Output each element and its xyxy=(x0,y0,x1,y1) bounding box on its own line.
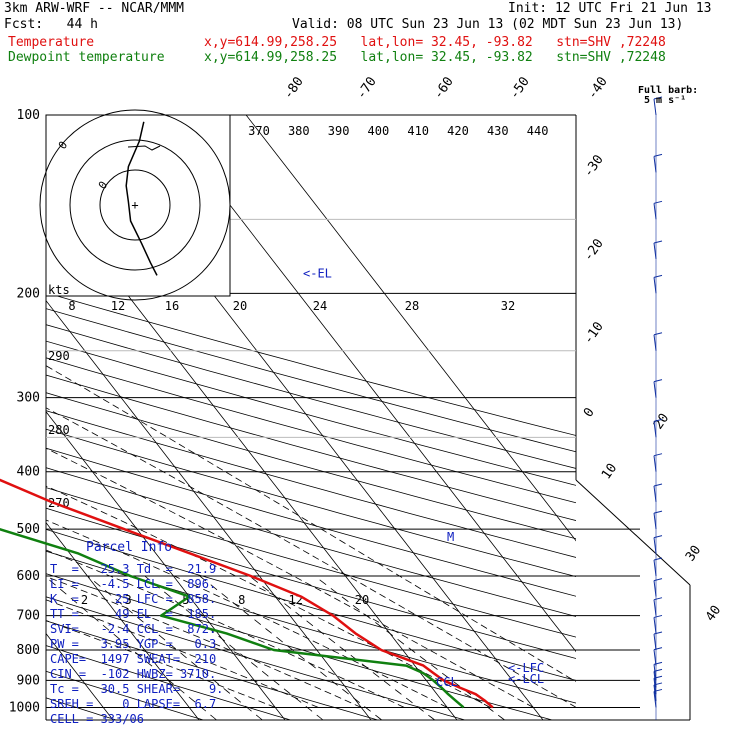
barb-legend-line2: 5 m s⁻¹ xyxy=(638,96,698,106)
temperature-location: x,y=614.99,258.25 lat,lon= 32.45, -93.82… xyxy=(204,36,666,50)
parcel-info-row: TT = 49 EL = 185. xyxy=(50,607,216,622)
wind-barbs xyxy=(654,97,662,720)
wind-barb-flag xyxy=(654,380,662,382)
hodograph-speed-label: 32 xyxy=(501,299,515,313)
wind-barb-flag xyxy=(654,558,662,560)
wind-barb-flag xyxy=(654,333,662,335)
plot-right-diagonal xyxy=(576,480,690,585)
wind-barb-flag xyxy=(654,154,662,156)
dewpoint-location: x,y=614.99,258.25 lat,lon= 32.45, -93.82… xyxy=(204,51,666,65)
wind-barb-flag xyxy=(654,511,662,513)
pressure-tick-label: 800 xyxy=(17,643,40,658)
lcl-marker: <-LCL xyxy=(508,672,544,686)
hodograph-speed-label: 24 xyxy=(313,299,327,313)
dewpoint-legend: Dewpoint temperature xyxy=(8,51,165,65)
hodograph-speed-label: 28 xyxy=(405,299,419,313)
isotherm-label: 0 xyxy=(581,405,598,420)
barb-legend: Full barb: 5 m s⁻¹ xyxy=(638,86,698,106)
init-time: Init: 12 UTC Fri 21 Jun 13 xyxy=(508,2,712,16)
valid-time: Valid: 08 UTC Sun 23 Jun 13 (02 MDT Sun … xyxy=(292,18,683,32)
hodograph-speed-label: 8 xyxy=(68,299,75,313)
theta-label: 430 xyxy=(487,124,509,138)
pressure-tick-label: 700 xyxy=(17,609,40,624)
pressure-tick-label: 400 xyxy=(17,465,40,480)
theta-label: 290 xyxy=(48,349,70,363)
el-marker: <-EL xyxy=(303,266,332,280)
wind-barb-flag xyxy=(654,598,662,600)
parcel-info-row: CAPE= 1497 SWEAT= 210 xyxy=(50,652,216,667)
hodograph-center: + xyxy=(131,198,138,212)
hodograph-speed-label: 12 xyxy=(111,299,125,313)
ccl-marker: CCL xyxy=(436,675,458,689)
isotherm-line xyxy=(0,115,27,720)
wind-barb-flag xyxy=(654,454,662,456)
isotherm-label: -20 xyxy=(581,236,607,264)
parcel-info-row: SREH = 0 LAPSE= 6.7 xyxy=(50,697,216,712)
hodograph: +00kts xyxy=(40,110,230,300)
wind-barb-flag xyxy=(654,579,662,581)
hodograph-speed-label: 20 xyxy=(233,299,247,313)
wind-barb-flag xyxy=(654,201,662,203)
theta-label: 440 xyxy=(527,124,549,138)
wind-barb-flag xyxy=(654,275,662,277)
mixing-ratio-line xyxy=(315,576,505,720)
isotherm-label: -80 xyxy=(281,74,307,102)
mixing-ratio-label: 20 xyxy=(355,593,369,607)
theta-label: 390 xyxy=(328,124,350,138)
isotherm-label: -10 xyxy=(581,319,607,347)
theta-label: 380 xyxy=(288,124,310,138)
parcel-info-row: PW = 3.95 YGP = 0.3 xyxy=(50,637,216,652)
wind-barb-flag xyxy=(654,241,662,243)
wind-barb-flag xyxy=(654,648,662,650)
theta-label: 400 xyxy=(368,124,390,138)
pressure-tick-label: 300 xyxy=(17,391,40,406)
parcel-info-title: Parcel Info xyxy=(86,540,172,555)
pressure-tick-label: 100 xyxy=(17,108,40,123)
theta-label: 410 xyxy=(407,124,429,138)
isotherm-line xyxy=(246,115,715,720)
isotherm-label: 30 xyxy=(683,543,704,564)
parcel-info-row: Tc = 30.5 SHEAR= 9. xyxy=(50,682,223,697)
wind-barb-flag xyxy=(654,632,662,634)
mixing-ratio-label: 8 xyxy=(238,593,245,607)
isotherm-label: 40 xyxy=(703,603,724,624)
temperature-legend: Temperature xyxy=(8,36,94,50)
parcel-info-row: LI = -4.5 LCL = 896. xyxy=(50,577,216,592)
parcel-info-row: T = 25.3 Td = 21.9 xyxy=(50,562,216,577)
isotherm-label: -60 xyxy=(431,74,457,102)
model-title: 3km ARW-WRF -- NCAR/MMM xyxy=(4,2,184,16)
pressure-tick-label: 1000 xyxy=(9,700,40,715)
pressure-tick-label: 200 xyxy=(17,286,40,301)
parcel-info-row: SVI= -2.4 CCL = 872. xyxy=(50,622,216,637)
theta-label: 280 xyxy=(48,423,70,437)
hodograph-units-label: kts xyxy=(48,283,70,297)
theta-label: 420 xyxy=(447,124,469,138)
parcel-info-panel: Parcel Info T = 25.3 Td = 21.9 LI = -4.5… xyxy=(46,540,234,735)
isotherm-label: -50 xyxy=(507,74,533,102)
isotherm-label: 10 xyxy=(599,461,620,482)
theta-label: 370 xyxy=(248,124,270,138)
isotherm-label: -40 xyxy=(585,74,611,102)
hodograph-speed-label: 16 xyxy=(165,299,179,313)
forecast-hour: Fcst: 44 h xyxy=(4,18,98,32)
m-marker: M xyxy=(447,530,454,544)
pressure-tick-label: 600 xyxy=(17,569,40,584)
isotherm-label: -30 xyxy=(581,152,607,180)
wind-barb-flag xyxy=(654,615,662,617)
parcel-info-row: CELL = 333/06 xyxy=(50,712,144,727)
isotherm-label: -70 xyxy=(354,74,380,102)
parcel-info-row: K = 25 LFC = 858. xyxy=(50,592,216,607)
wind-barb-flag xyxy=(654,536,662,538)
annotations: <-EL<-LFC<-LCLCCLM xyxy=(303,266,544,689)
wind-barb-flag xyxy=(654,484,662,486)
pressure-tick-label: 900 xyxy=(17,673,40,688)
mixing-ratio-line xyxy=(250,576,435,720)
parcel-info-row: CIN = -102 HWBZ= 3710. xyxy=(50,667,216,682)
